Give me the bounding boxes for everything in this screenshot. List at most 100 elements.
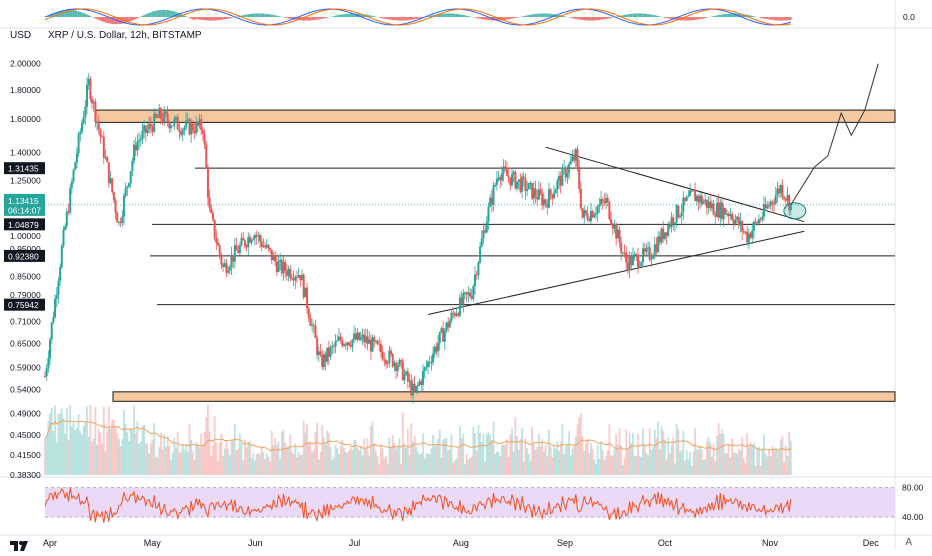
volume-bar [600,441,602,475]
candle-body [73,170,75,182]
macd-histogram-bar [214,17,216,21]
volume-bar [236,450,238,475]
symbol-title[interactable]: XRP / U.S. Dollar, 12h, BITSTAMP [48,30,202,41]
volume-bar [582,436,584,475]
time-axis-label: Jun [248,538,263,548]
volume-bar [170,460,172,475]
volume-bar [533,444,535,475]
macd-histogram-bar [704,17,706,18]
candle-body [251,240,253,243]
macd-histogram-bar [115,17,117,24]
candle-body [430,362,432,363]
candle-body [61,246,63,267]
volume-bar [98,429,100,475]
macd-histogram-bar [76,11,78,17]
volume-bar [519,439,521,475]
volume-bar [679,451,681,475]
candle-body [451,313,453,321]
price-tick-label: 1.00000 [10,231,41,241]
volume-bar [521,428,523,475]
volume-bar [708,437,710,475]
volume-bar [242,460,244,475]
macd-histogram-bar [142,16,144,17]
macd-histogram-bar [583,17,585,20]
auto-scale-button[interactable]: A [905,537,912,548]
candle-body [387,363,389,364]
volume-bar [209,431,211,475]
candle-body [508,176,510,178]
macd-histogram-bar [772,17,774,20]
volume-bar [461,438,463,475]
volume-bar [419,454,421,475]
volume-bar [560,442,562,475]
candle-body [425,367,427,368]
macd-histogram-bar [323,17,325,18]
macd-histogram-bar [197,17,199,19]
macd-histogram-bar [74,10,76,17]
volume-bar [449,449,451,475]
volume-bar [614,449,616,475]
volume-bar [394,443,396,475]
candle-body [236,245,238,250]
macd-histogram-bar [641,13,643,17]
volume-bar [558,451,560,475]
candle-body [81,123,83,132]
volume-bar [661,426,663,475]
macd-histogram-bar [189,17,191,18]
volume-bar [691,466,693,475]
candle-body [126,186,128,188]
volume-bar [740,451,742,475]
candle-body [219,245,221,255]
volume-bar [499,456,501,475]
volume-bar [274,438,276,475]
price-currency-label: USD [10,30,31,41]
tradingview-logo-icon[interactable] [10,538,32,548]
macd-histogram-bar [479,17,481,19]
volume-bar [471,457,473,475]
volume-bar [432,435,434,475]
macd-histogram-bar [387,17,389,19]
macd-histogram-bar [384,17,386,19]
volume-bar [320,452,322,475]
candle-body [172,125,174,126]
volume-bar [388,438,390,475]
candle-body [74,162,76,169]
volume-bar [760,466,762,475]
macd-histogram-bar [504,17,506,20]
volume-bar [227,449,229,475]
candle-body [637,255,639,267]
volume-bar [472,427,474,475]
volume-bar [346,453,348,475]
volume-bar [567,446,569,475]
volume-bar [340,446,342,475]
candle-body [496,179,498,185]
macd-histogram-bar [162,10,164,17]
volume-bar [197,444,199,475]
volume-bar [486,434,488,475]
candle-body [99,129,101,136]
volume-bar [677,429,679,475]
macd-histogram-bar [313,17,315,20]
macd-histogram-bar [311,17,313,20]
macd-histogram-bar [452,14,454,17]
macd-histogram-bar [545,13,547,17]
macd-histogram-bar [599,17,601,20]
macd-histogram-bar [457,14,459,17]
volume-bar [622,465,624,475]
price-tick-label: 2.00000 [10,59,41,69]
macd-histogram-bar [610,17,612,18]
macd-histogram-bar [95,17,97,18]
volume-bar [313,450,315,475]
volume-bar [630,443,632,475]
macd-histogram-bar [100,17,102,21]
volume-bar [172,453,174,475]
candle-body [580,189,582,208]
volume-bar [383,458,385,475]
volume-bar [770,456,772,475]
macd-histogram-bar [347,14,349,17]
volume-bar [115,427,117,475]
volume-bar [96,445,98,475]
macd-histogram-bar [462,15,464,17]
level-label-text: 1.04879 [8,220,39,230]
